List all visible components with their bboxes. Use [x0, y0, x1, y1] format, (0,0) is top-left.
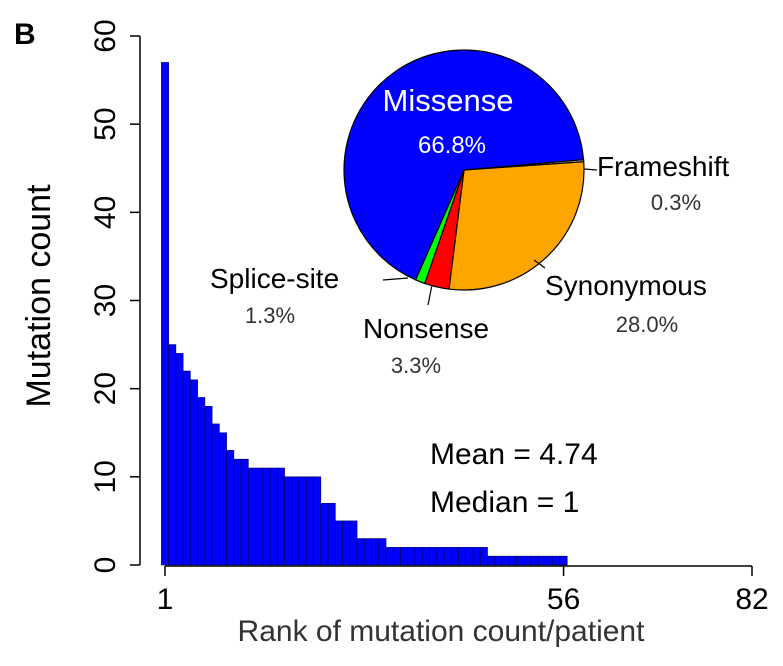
bar-rank-44	[472, 547, 481, 566]
bar-rank-18	[284, 476, 293, 566]
bar-rank-22	[313, 476, 322, 566]
mean-annotation: Mean = 4.74	[430, 438, 598, 471]
bar-rank-1	[161, 62, 169, 566]
bar-rank-32	[385, 547, 394, 566]
bar-rank-26	[342, 520, 351, 566]
bar-rank-50	[516, 555, 525, 566]
y-tick-label-50: 50	[89, 107, 122, 140]
bar-rank-43	[465, 547, 474, 566]
bar-rank-16	[269, 467, 278, 566]
bar-rank-42	[458, 547, 467, 566]
bar-rank-3	[175, 353, 184, 566]
bar-rank-55	[552, 555, 561, 566]
y-tick-label-20: 20	[89, 372, 122, 405]
bar-rank-53	[537, 555, 546, 566]
bar-rank-10	[226, 450, 235, 566]
bar-rank-56	[559, 555, 568, 566]
bar-rank-4	[182, 370, 191, 566]
bar-rank-54	[545, 555, 554, 566]
pie-label-frameshift: Frameshift	[597, 151, 729, 182]
bar-rank-51	[523, 555, 532, 566]
bar-rank-21	[306, 476, 314, 566]
median-annotation: Median = 1	[430, 486, 579, 519]
leader-synonymous	[533, 259, 546, 269]
bar-rank-20	[298, 476, 307, 566]
pie-label-splice-site: Splice-site	[210, 263, 339, 294]
pie-chart	[343, 49, 585, 291]
bar-rank-5	[190, 379, 198, 566]
x-tick-label-56: 56	[547, 583, 580, 616]
bar-rank-48	[501, 555, 510, 566]
y-tick-label-0: 0	[89, 557, 122, 574]
bar-rank-31	[378, 538, 387, 566]
y-tick-label-40: 40	[89, 196, 122, 229]
pie-pct-nonsense: 3.3%	[391, 353, 441, 378]
pie-pct-splice-site: 1.3%	[245, 303, 295, 328]
leader-nonsense	[427, 284, 433, 306]
x-tick-label-82: 82	[735, 583, 768, 616]
y-axis-label: Mutation count	[20, 184, 58, 408]
bar-rank-37	[421, 547, 430, 566]
bar-rank-52	[530, 555, 539, 566]
pie-slice-missense	[343, 49, 585, 281]
bar-rank-25	[334, 520, 343, 566]
leader-splice-site	[382, 277, 409, 281]
y-tick-label-60: 60	[89, 19, 122, 52]
bar-rank-6	[197, 397, 206, 566]
bar-rank-12	[240, 458, 249, 566]
bar-rank-34	[400, 547, 409, 566]
pie-slice-synonymous	[448, 161, 585, 291]
bar-rank-38	[429, 547, 438, 566]
x-axis-label: Rank of mutation count/patient	[238, 615, 646, 648]
bar-rank-8	[211, 423, 220, 566]
bar-rank-33	[392, 547, 401, 566]
pie-labels: Missense 66.8% Frameshift 0.3% Synonymou…	[210, 83, 729, 378]
pie-pct-frameshift: 0.3%	[651, 190, 701, 215]
bar-rank-41	[450, 547, 459, 566]
bar-rank-9	[219, 432, 227, 566]
bar-rank-49	[508, 555, 517, 566]
panel-label: B	[14, 18, 36, 51]
bar-rank-35	[407, 547, 416, 566]
bar-rank-39	[436, 547, 445, 566]
pie-label-missense: Missense	[383, 83, 514, 118]
bar-chart	[161, 62, 568, 566]
bar-rank-45	[479, 547, 488, 566]
bar-rank-14	[255, 467, 264, 566]
bar-rank-2	[168, 344, 177, 566]
y-tick-label-30: 30	[89, 284, 122, 317]
bar-rank-17	[277, 467, 285, 566]
bar-rank-36	[414, 547, 423, 566]
bar-rank-40	[443, 547, 452, 566]
bar-rank-23	[320, 502, 329, 566]
bar-rank-46	[487, 555, 496, 566]
pie-pct-synonymous: 28.0%	[616, 312, 678, 337]
bar-rank-24	[327, 502, 336, 566]
bar-rank-28	[356, 538, 365, 566]
bar-rank-27	[349, 520, 358, 566]
bar-rank-47	[494, 555, 503, 566]
bar-rank-30	[371, 538, 380, 566]
pie-pct-missense: 66.8%	[418, 132, 486, 159]
bar-rank-15	[262, 467, 271, 566]
x-tick-label-1: 1	[157, 583, 174, 616]
pie-label-synonymous: Synonymous	[545, 270, 707, 301]
bar-rank-11	[233, 458, 242, 566]
pie-label-nonsense: Nonsense	[363, 313, 489, 344]
axes: 0 10 20 30 40 50 60 1 56 82	[89, 19, 769, 616]
bar-rank-29	[363, 538, 372, 566]
leader-frameshift	[583, 168, 598, 171]
bar-rank-7	[204, 405, 213, 566]
y-tick-label-10: 10	[89, 460, 122, 493]
bar-rank-13	[248, 467, 256, 566]
bar-rank-19	[291, 476, 300, 566]
